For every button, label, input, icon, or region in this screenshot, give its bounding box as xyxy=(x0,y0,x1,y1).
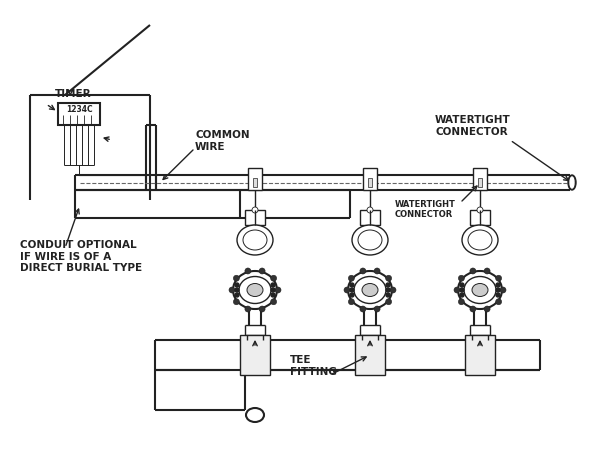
Ellipse shape xyxy=(464,276,496,303)
Bar xyxy=(245,210,265,225)
Text: WATERTIGHT
CONNECTOR: WATERTIGHT CONNECTOR xyxy=(435,115,511,137)
Circle shape xyxy=(271,299,277,305)
Circle shape xyxy=(460,288,464,292)
Circle shape xyxy=(259,306,265,312)
Circle shape xyxy=(360,306,366,312)
Circle shape xyxy=(386,299,392,305)
Circle shape xyxy=(235,293,239,297)
Bar xyxy=(470,210,490,225)
Ellipse shape xyxy=(354,276,386,303)
Circle shape xyxy=(374,306,380,312)
Circle shape xyxy=(271,288,275,292)
Text: 1234C: 1234C xyxy=(65,105,92,114)
Ellipse shape xyxy=(362,284,378,297)
Circle shape xyxy=(477,207,483,213)
Bar xyxy=(465,335,495,375)
Circle shape xyxy=(349,275,355,281)
Bar xyxy=(473,168,487,190)
Ellipse shape xyxy=(243,230,267,250)
Circle shape xyxy=(344,287,350,293)
Circle shape xyxy=(349,299,355,305)
Ellipse shape xyxy=(468,230,492,250)
Circle shape xyxy=(386,283,390,287)
Bar xyxy=(368,178,372,187)
Ellipse shape xyxy=(472,284,488,297)
Circle shape xyxy=(458,275,464,281)
Circle shape xyxy=(235,283,239,287)
Text: WATERTIGHT
CONNECTOR: WATERTIGHT CONNECTOR xyxy=(395,200,456,220)
Circle shape xyxy=(496,288,500,292)
Ellipse shape xyxy=(239,276,271,303)
Circle shape xyxy=(367,207,373,213)
Circle shape xyxy=(350,288,354,292)
Ellipse shape xyxy=(358,230,382,250)
Circle shape xyxy=(496,275,502,281)
Ellipse shape xyxy=(348,271,392,309)
Bar xyxy=(363,168,377,190)
Circle shape xyxy=(235,288,239,292)
Circle shape xyxy=(271,283,275,287)
Circle shape xyxy=(454,287,460,293)
Circle shape xyxy=(458,299,464,305)
Circle shape xyxy=(350,283,354,287)
Circle shape xyxy=(360,268,366,274)
Ellipse shape xyxy=(568,175,576,190)
Bar xyxy=(355,335,385,375)
Circle shape xyxy=(496,283,500,287)
Circle shape xyxy=(233,299,239,305)
Ellipse shape xyxy=(570,177,574,188)
Text: TIMER: TIMER xyxy=(55,89,92,99)
Circle shape xyxy=(496,299,502,305)
Ellipse shape xyxy=(247,284,263,297)
Circle shape xyxy=(484,306,490,312)
Circle shape xyxy=(470,306,476,312)
Circle shape xyxy=(259,268,265,274)
Circle shape xyxy=(229,287,235,293)
Circle shape xyxy=(275,287,281,293)
Circle shape xyxy=(271,293,275,297)
Circle shape xyxy=(386,275,392,281)
Ellipse shape xyxy=(458,271,502,309)
Ellipse shape xyxy=(246,408,264,422)
Bar xyxy=(58,103,100,125)
Circle shape xyxy=(252,207,258,213)
Bar xyxy=(248,168,262,190)
Ellipse shape xyxy=(352,225,388,255)
Circle shape xyxy=(460,293,464,297)
Circle shape xyxy=(386,293,390,297)
Circle shape xyxy=(496,293,500,297)
Ellipse shape xyxy=(462,225,498,255)
Text: COMMON
WIRE: COMMON WIRE xyxy=(195,130,250,152)
Circle shape xyxy=(245,306,251,312)
Circle shape xyxy=(245,268,251,274)
Ellipse shape xyxy=(237,225,273,255)
Bar xyxy=(240,335,270,375)
Circle shape xyxy=(350,293,354,297)
Bar xyxy=(253,178,257,187)
Circle shape xyxy=(470,268,476,274)
Circle shape xyxy=(233,275,239,281)
Text: CONDUIT OPTIONAL
IF WIRE IS OF A
DIRECT BURIAL TYPE: CONDUIT OPTIONAL IF WIRE IS OF A DIRECT … xyxy=(20,240,142,273)
Bar xyxy=(478,178,482,187)
Text: 2: 2 xyxy=(252,410,258,420)
Circle shape xyxy=(500,287,506,293)
Circle shape xyxy=(386,288,390,292)
Ellipse shape xyxy=(233,271,277,309)
Text: TEE
FITTING: TEE FITTING xyxy=(290,355,337,377)
Circle shape xyxy=(390,287,396,293)
Circle shape xyxy=(460,283,464,287)
Circle shape xyxy=(271,275,277,281)
Bar xyxy=(360,210,380,225)
Circle shape xyxy=(374,268,380,274)
Circle shape xyxy=(484,268,490,274)
